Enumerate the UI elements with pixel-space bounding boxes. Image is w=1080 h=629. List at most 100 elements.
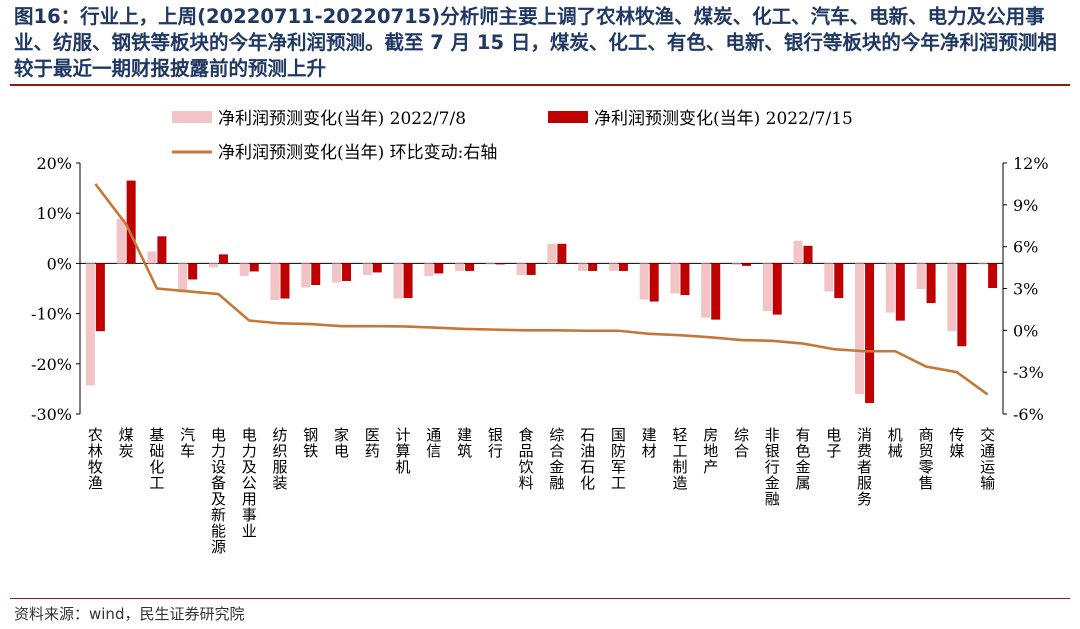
- bar-2022-7-15: [957, 263, 967, 347]
- line-series: [94, 183, 989, 396]
- x-tick-char: 农: [88, 426, 103, 444]
- x-tick-label: 通信: [426, 426, 441, 460]
- x-tick-char: 信: [426, 442, 441, 460]
- line-mom-change: [94, 183, 989, 396]
- x-tick-label: 家电: [334, 426, 349, 460]
- bar-2022-7-15: [95, 263, 105, 332]
- x-axis-labels: 农林牧渔煤炭基础化工汽车电力设备及新能源电力及公用事业纺织服装钢铁家电医药计算机…: [88, 426, 995, 556]
- x-tick-char: 炭: [119, 442, 134, 460]
- x-tick-char: 装: [272, 474, 287, 492]
- legend-swatch: [548, 111, 588, 123]
- x-tick-char: 车: [180, 442, 195, 460]
- bar-2022-7-8: [701, 263, 711, 318]
- x-tick-char: 零: [919, 458, 934, 476]
- x-tick-char: 基: [149, 426, 164, 444]
- x-tick-char: 建: [642, 426, 657, 444]
- bar-2022-7-8: [578, 263, 588, 271]
- bar-2022-7-15: [434, 263, 444, 274]
- bar-2022-7-15: [126, 180, 136, 264]
- x-tick-char: 轻: [672, 426, 687, 444]
- bar-2022-7-8: [516, 263, 526, 275]
- x-tick-char: 林: [88, 442, 103, 460]
- x-tick-char: 服: [272, 458, 287, 476]
- legend: 净利润预测变化(当年) 2022/7/8 净利润预测变化(当年) 2022/7/1…: [172, 109, 853, 163]
- bar-2022-7-8: [362, 263, 372, 275]
- x-tick-label: 综合: [734, 426, 749, 460]
- right-tick-label: -3%: [1013, 363, 1044, 382]
- legend-label: 净利润预测变化(当年) 2022/7/15: [594, 109, 853, 129]
- bar-2022-7-8: [608, 263, 618, 271]
- bar-2022-7-8: [855, 263, 865, 394]
- bar-2022-7-8: [885, 263, 895, 313]
- x-tick-char: 消: [857, 426, 872, 444]
- x-tick-char: 产: [703, 458, 718, 476]
- x-tick-char: 综: [549, 426, 564, 444]
- x-tick-label: 建材: [642, 426, 657, 460]
- right-tick-label: 12%: [1013, 154, 1049, 173]
- left-tick-label: -10%: [31, 305, 72, 324]
- x-tick-char: 工: [672, 442, 687, 460]
- x-tick-char: 汽: [180, 426, 195, 444]
- x-tick-label: 房地产: [703, 426, 718, 476]
- legend-swatch: [172, 111, 212, 123]
- x-tick-label: 机械: [888, 426, 903, 460]
- x-tick-char: 交: [980, 426, 995, 444]
- x-tick-char: 铁: [303, 442, 318, 460]
- x-tick-char: 及: [211, 490, 226, 508]
- x-tick-char: 金: [549, 458, 564, 476]
- x-tick-char: 料: [519, 474, 534, 492]
- legend-item-2022-7-15: 净利润预测变化(当年) 2022/7/15: [548, 109, 853, 129]
- x-tick-char: 军: [611, 458, 626, 476]
- bar-2022-7-15: [465, 263, 475, 271]
- x-tick-char: 源: [211, 538, 226, 556]
- x-tick-char: 运: [980, 458, 995, 476]
- x-tick-char: 国: [611, 426, 626, 444]
- x-tick-char: 钢: [303, 426, 318, 444]
- right-tick-label: 0%: [1013, 321, 1038, 340]
- x-tick-label: 计算机: [396, 426, 411, 476]
- bar-2022-7-15: [526, 263, 536, 275]
- right-tick-label: 3%: [1013, 280, 1038, 299]
- x-tick-char: 制: [672, 458, 687, 476]
- x-tick-char: 非: [765, 426, 780, 444]
- bar-2022-7-8: [670, 263, 680, 294]
- left-tick-label: -20%: [31, 355, 72, 374]
- title-divider: [10, 84, 1070, 86]
- x-tick-label: 汽车: [180, 426, 195, 460]
- bar-2022-7-15: [649, 263, 659, 302]
- x-tick-char: 工: [149, 474, 164, 492]
- bar-2022-7-15: [895, 263, 905, 321]
- x-tick-char: 输: [980, 474, 995, 492]
- x-tick-char: 煤: [119, 426, 134, 444]
- x-tick-char: 机: [888, 426, 903, 444]
- x-tick-char: 商: [919, 426, 934, 444]
- x-tick-char: 金: [796, 458, 811, 476]
- bar-2022-7-15: [342, 263, 352, 281]
- legend-label: 净利润预测变化(当年) 2022/7/8: [218, 109, 466, 129]
- x-tick-char: 械: [888, 442, 903, 460]
- x-tick-char: 化: [580, 474, 595, 492]
- bar-2022-7-15: [495, 263, 505, 265]
- x-tick-label: 农林牧渔: [88, 426, 103, 492]
- bar-2022-7-15: [988, 263, 998, 288]
- x-tick-char: 电: [826, 426, 841, 444]
- x-tick-char: 服: [857, 474, 872, 492]
- x-tick-char: 电: [242, 426, 257, 444]
- bar-2022-7-15: [588, 263, 598, 271]
- right-tick-label: -6%: [1013, 405, 1044, 424]
- x-tick-char: 建: [457, 426, 472, 444]
- x-tick-char: 电: [211, 426, 226, 444]
- x-tick-label: 钢铁: [303, 426, 318, 460]
- bar-2022-7-15: [741, 263, 751, 266]
